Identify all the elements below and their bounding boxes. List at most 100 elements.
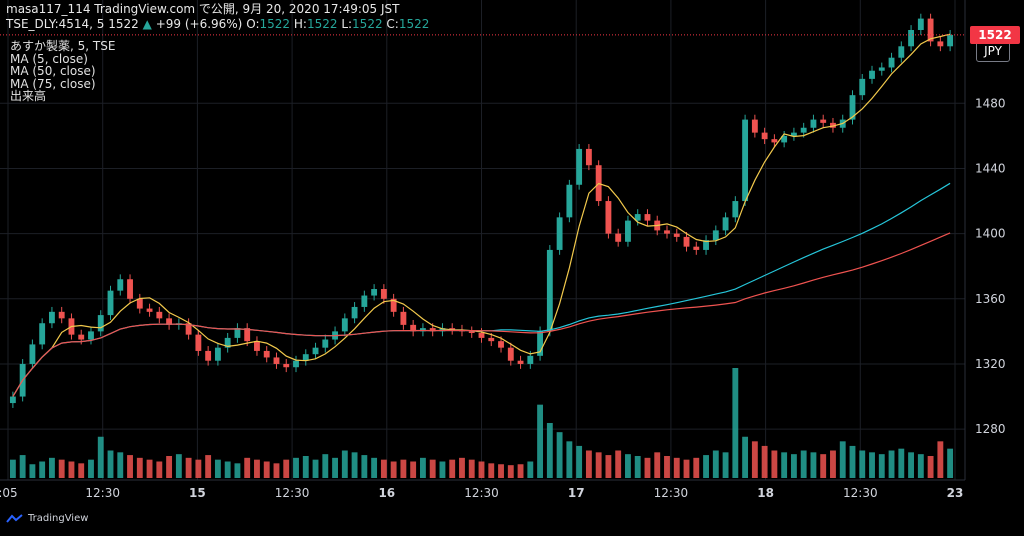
volume-bar — [302, 456, 309, 478]
candle-body — [283, 363, 290, 368]
y-tick-label: 1400 — [975, 227, 1006, 241]
candle-body — [888, 57, 895, 68]
volume-bar — [136, 457, 143, 478]
volume-bar — [361, 455, 368, 478]
x-tick-label: 23 — [947, 486, 964, 500]
candle-body — [517, 360, 524, 364]
volume-bar — [39, 461, 46, 478]
volume-bar — [254, 459, 260, 478]
volume-bar — [156, 461, 163, 478]
candle-body — [664, 230, 670, 234]
candle-body — [49, 311, 55, 324]
legend-volume[interactable]: 出来高 — [10, 89, 47, 103]
candle-body — [820, 119, 827, 123]
candle-body — [88, 331, 94, 340]
volume-bar — [869, 452, 875, 478]
candle-body — [800, 127, 807, 133]
up-arrow-icon: ▲ — [142, 17, 152, 31]
volume-bar — [937, 441, 944, 478]
candle-body — [634, 214, 641, 221]
volume-bar — [517, 464, 524, 478]
candle-body — [449, 328, 456, 330]
volume-bar — [19, 455, 26, 478]
volume-bar — [849, 445, 856, 478]
candle-body — [849, 95, 856, 120]
volume-bar — [576, 445, 583, 478]
tradingview-logo-icon — [6, 513, 23, 523]
y-tick-label: 1440 — [975, 161, 1006, 175]
volume-bar — [615, 450, 622, 478]
candle-body — [410, 324, 417, 332]
candle-body — [761, 132, 768, 140]
candle-body — [732, 201, 739, 218]
candle-body — [693, 246, 700, 250]
volume-bar — [195, 459, 202, 478]
time-axis: :05 12:30 15 12:30 16 12:30 17 12:30 18 12:30 23 — [0, 486, 963, 500]
volume-bar — [839, 441, 846, 478]
x-tick-label: 15 — [189, 486, 206, 500]
x-tick-label: :05 — [0, 486, 18, 500]
legend-ma50[interactable]: MA (50, close) — [10, 64, 96, 78]
candle-body — [9, 396, 16, 404]
candle-body — [869, 70, 875, 79]
legend-ma75[interactable]: MA (75, close) — [10, 76, 96, 91]
volume-bar — [127, 455, 133, 478]
candle-body — [751, 119, 758, 133]
candle-body — [146, 308, 153, 312]
change-value: +99 (+6.96%) — [155, 17, 243, 31]
volume-bar — [742, 436, 749, 478]
volume-bar — [654, 452, 661, 478]
footer: TradingView — [6, 513, 88, 524]
volume-bar — [400, 459, 407, 478]
volume-bar — [859, 450, 866, 478]
candle-body — [273, 357, 280, 364]
publish-line: masa117_114 TradingView.com で公開, 9月 20, … — [6, 2, 400, 16]
volume-bar — [585, 450, 592, 478]
candle-body — [859, 78, 866, 96]
candle-body — [156, 311, 163, 319]
volume-bar — [546, 423, 553, 478]
open-value: 1522 — [259, 17, 291, 31]
candle-body — [478, 333, 485, 338]
high-label: H: — [293, 17, 307, 31]
volume-bar — [380, 459, 387, 478]
currency-button[interactable]: JPY — [976, 40, 1010, 62]
volume-bar — [566, 441, 573, 478]
legend-symbol[interactable]: あすか製薬, 5, TSE — [10, 39, 116, 53]
low-label: L: — [341, 17, 353, 31]
y-tick-label: 1480 — [975, 96, 1006, 110]
volume-bar — [449, 459, 456, 478]
candle-body — [136, 298, 143, 309]
x-tick-label: 12:30 — [275, 486, 310, 500]
volume-bar — [751, 441, 758, 478]
candle-body — [78, 334, 85, 340]
candle-body — [468, 331, 475, 334]
volume-bar — [498, 464, 504, 478]
volume-bar — [351, 452, 358, 478]
volume-bar — [810, 452, 817, 478]
volume-bar — [673, 457, 680, 478]
candle-body — [644, 214, 651, 221]
candle-body — [351, 306, 358, 319]
volume-bar — [703, 455, 709, 478]
volume-bar — [761, 445, 768, 478]
volume-bar — [683, 459, 690, 478]
price-axis: 1280 1320 1360 1400 1440 1480 — [975, 96, 1006, 436]
candle-body — [673, 233, 680, 237]
volume-bar — [527, 461, 534, 478]
candle-body — [390, 298, 397, 312]
y-tick-label: 1360 — [975, 292, 1006, 306]
candle-body — [722, 217, 729, 231]
volume-bar — [917, 454, 924, 478]
candle-body — [97, 315, 104, 332]
candle-body — [302, 354, 309, 361]
candle-body — [117, 279, 124, 291]
candle-body — [58, 311, 65, 319]
volume-bar — [58, 459, 65, 478]
ma75-line — [12, 232, 951, 397]
legend-ma5[interactable]: MA (5, close) — [10, 51, 88, 66]
volume-bar — [459, 457, 465, 478]
volume-bar — [556, 432, 563, 478]
x-tick-label: 18 — [757, 486, 774, 500]
